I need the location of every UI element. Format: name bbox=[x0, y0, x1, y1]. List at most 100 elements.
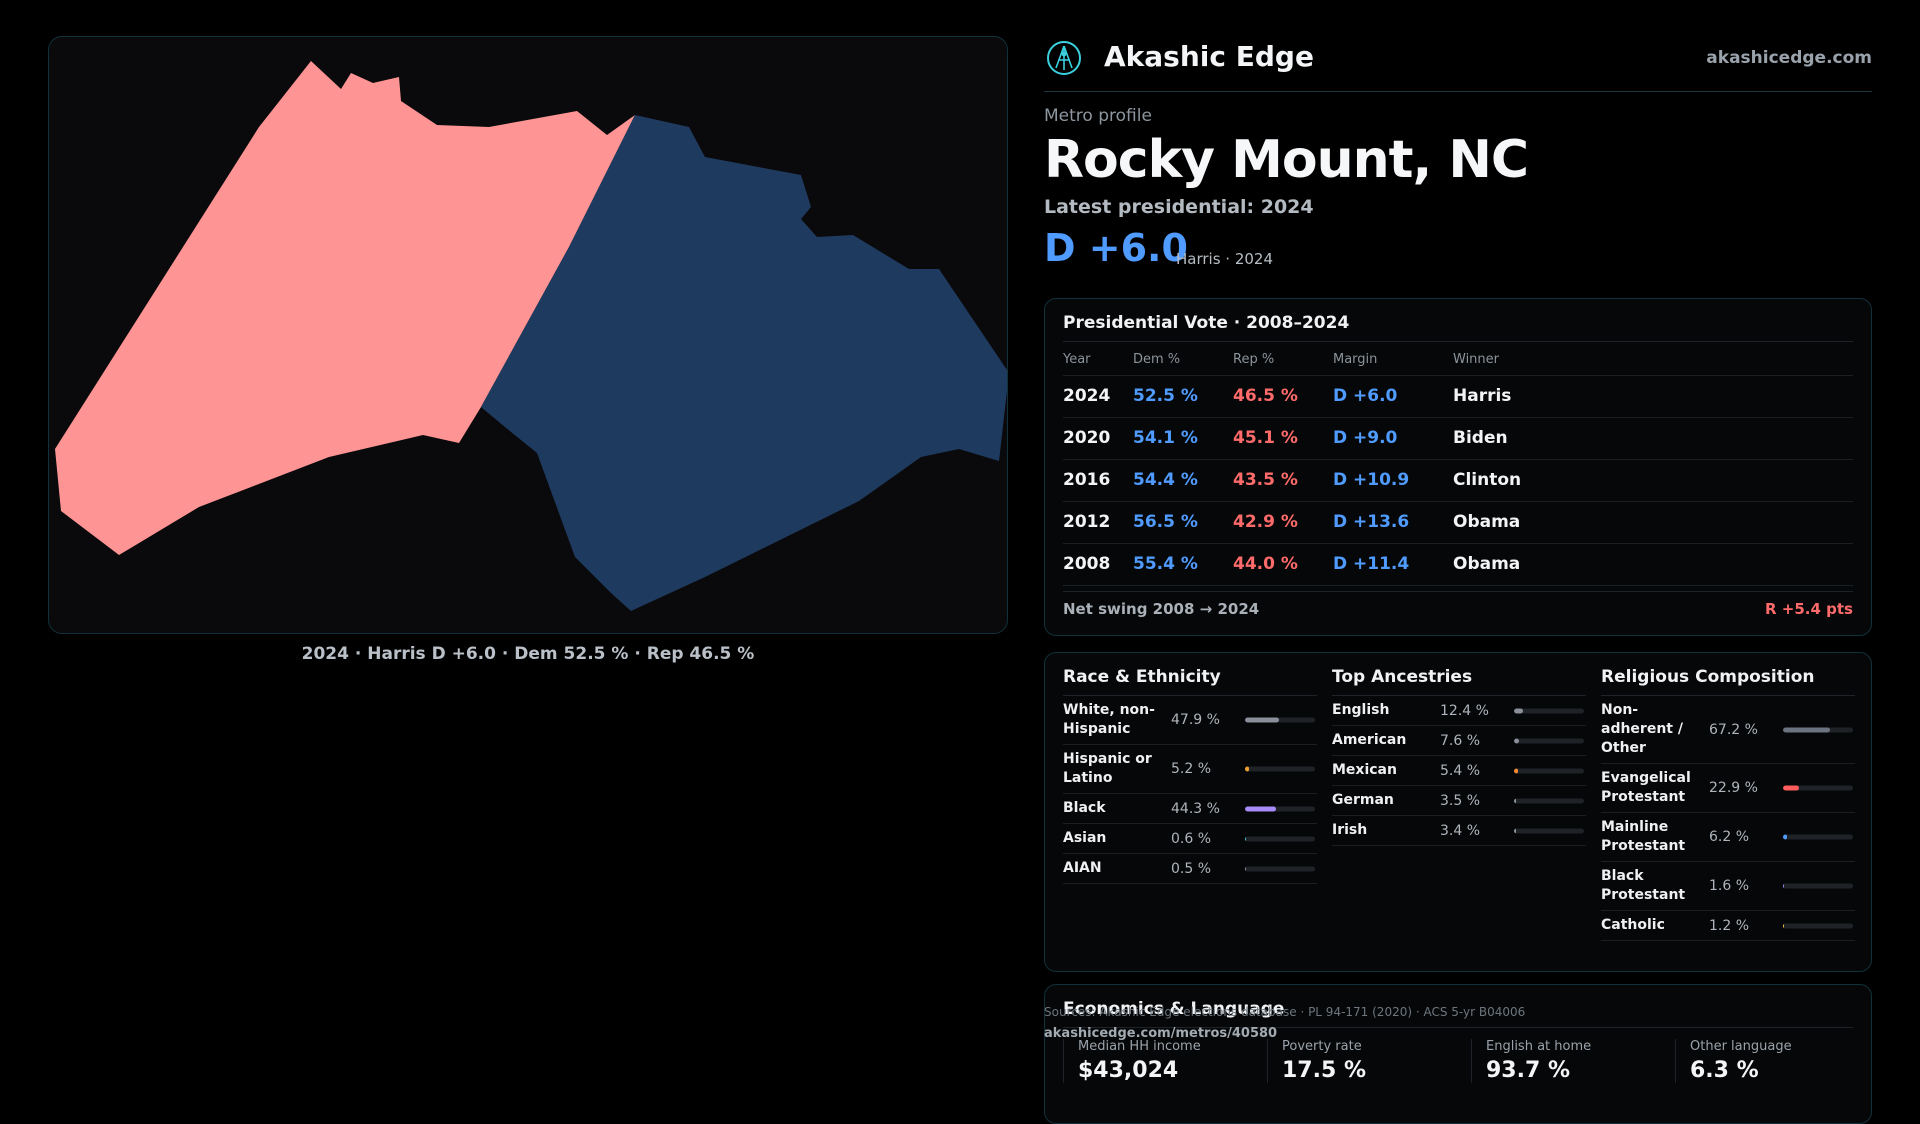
row-percent: 3.5 % bbox=[1440, 792, 1481, 809]
winner-cell: Harris bbox=[1453, 375, 1853, 418]
share-bar bbox=[1783, 883, 1853, 889]
year-cell: 2024 bbox=[1063, 375, 1133, 418]
ancestry-row: American 7.6 % bbox=[1332, 726, 1586, 756]
share-bar bbox=[1245, 866, 1315, 871]
vote-card-title: Presidential Vote · 2008–2024 bbox=[1063, 313, 1853, 342]
column-header: Year bbox=[1063, 344, 1133, 376]
row-label: Mexican bbox=[1332, 762, 1397, 778]
net-swing: Net swing 2008 → 2024 R +5.4 pts bbox=[1063, 591, 1853, 621]
vote-table: Year Dem % Rep % Margin Winner 2024 52.5… bbox=[1063, 344, 1853, 586]
year-cell: 2008 bbox=[1063, 543, 1133, 586]
county-region-rep[interactable] bbox=[55, 61, 635, 555]
presidential-vote-card: Presidential Vote · 2008–2024 Year Dem %… bbox=[1044, 298, 1872, 636]
row-percent: 1.6 % bbox=[1709, 878, 1750, 894]
share-bar-fill bbox=[1514, 828, 1517, 833]
share-bar bbox=[1514, 828, 1584, 833]
table-row: 2016 54.4 % 43.5 % D +10.9 Clinton bbox=[1063, 459, 1853, 502]
row-percent: 7.6 % bbox=[1440, 732, 1481, 749]
religion-rows: Non-adherent / Other 67.2 % Evangelical Pr… bbox=[1601, 696, 1855, 941]
econ-title: Economics & Language bbox=[1063, 999, 1853, 1028]
brand-header: Akashic Edge akashicedge.com bbox=[1044, 36, 1872, 92]
metro-map-svg bbox=[55, 61, 1008, 611]
econ-stat-value: $43,024 bbox=[1078, 1058, 1179, 1083]
row-label: Non-adherent / Other bbox=[1601, 702, 1683, 756]
winner-cell: Biden bbox=[1453, 417, 1853, 460]
econ-stat-value: 6.3 % bbox=[1690, 1058, 1759, 1083]
religion-row: Catholic 1.2 % bbox=[1601, 911, 1855, 941]
share-bar bbox=[1514, 738, 1584, 743]
share-bar-fill bbox=[1514, 768, 1518, 773]
sources-note: Sources: Akashic Edge elections database… bbox=[1044, 1005, 1526, 1019]
row-percent: 0.6 % bbox=[1171, 830, 1212, 847]
metro-map[interactable] bbox=[48, 36, 1008, 634]
map-caption: 2024 · Harris D +6.0 · Dem 52.5 % · Rep … bbox=[301, 644, 755, 664]
econ-stat: Poverty rate 17.5 % bbox=[1267, 1039, 1457, 1083]
dem-cell: 54.4 % bbox=[1133, 459, 1233, 502]
margin-cell: D +10.9 bbox=[1333, 459, 1453, 502]
ancestry-row: Mexican 5.4 % bbox=[1332, 756, 1586, 786]
year-cell: 2016 bbox=[1063, 459, 1133, 502]
source-url-link[interactable]: akashicedge.com/metros/40580 bbox=[1044, 1026, 1278, 1041]
dem-cell: 52.5 % bbox=[1133, 375, 1233, 418]
share-bar-fill bbox=[1783, 834, 1788, 840]
row-percent: 67.2 % bbox=[1709, 721, 1758, 738]
column-header: Margin bbox=[1333, 344, 1453, 376]
vote-table-header: Year Dem % Rep % Margin Winner bbox=[1063, 344, 1853, 376]
row-label: Evangelical Protestant bbox=[1601, 770, 1691, 805]
row-percent: 5.4 % bbox=[1440, 762, 1481, 779]
rep-cell: 43.5 % bbox=[1233, 459, 1333, 502]
profile-panel: Akashic Edge akashicedge.com Metro profi… bbox=[1044, 36, 1872, 1124]
share-bar bbox=[1783, 923, 1853, 928]
row-percent: 12.4 % bbox=[1440, 702, 1489, 719]
share-bar-fill bbox=[1783, 727, 1831, 732]
share-bar-fill bbox=[1245, 766, 1249, 772]
econ-stat-label: Other language bbox=[1690, 1039, 1792, 1054]
share-bar-fill bbox=[1514, 738, 1520, 743]
column-header: Rep % bbox=[1233, 344, 1333, 376]
row-label: Mainline Protestant bbox=[1601, 819, 1686, 854]
religion-row: Evangelical Protestant 22.9 % bbox=[1601, 764, 1855, 813]
latest-margin-sub: Harris · 2024 bbox=[1176, 250, 1274, 268]
rep-cell: 46.5 % bbox=[1233, 375, 1333, 418]
row-percent: 3.4 % bbox=[1440, 822, 1481, 839]
column-header: Dem % bbox=[1133, 344, 1233, 376]
site-link[interactable]: akashicedge.com bbox=[1706, 48, 1872, 68]
econ-stat-label: Poverty rate bbox=[1282, 1039, 1362, 1054]
row-label: Irish bbox=[1332, 822, 1368, 838]
latest-margin-value: D +6.0 bbox=[1044, 226, 1188, 270]
row-label: Asian bbox=[1063, 830, 1107, 846]
latest-margin: D +6.0 Harris · 2024 bbox=[1044, 226, 1872, 270]
religion-title: Religious Composition bbox=[1601, 667, 1855, 696]
share-bar bbox=[1514, 708, 1584, 713]
row-label: Hispanic or Latino bbox=[1063, 751, 1152, 786]
rep-cell: 42.9 % bbox=[1233, 501, 1333, 544]
share-bar bbox=[1783, 834, 1853, 840]
race-row: AIAN 0.5 % bbox=[1063, 854, 1317, 884]
race-title: Race & Ethnicity bbox=[1063, 667, 1317, 696]
race-row: White, non-Hispanic 47.9 % bbox=[1063, 696, 1317, 745]
race-row: Black 44.3 % bbox=[1063, 794, 1317, 824]
winner-cell: Clinton bbox=[1453, 459, 1853, 502]
ancestry-row: German 3.5 % bbox=[1332, 786, 1586, 816]
akashic-logo-icon[interactable] bbox=[1046, 40, 1082, 76]
dem-cell: 55.4 % bbox=[1133, 543, 1233, 586]
ancestry-title: Top Ancestries bbox=[1332, 667, 1586, 696]
demographics-card: Race & Ethnicity White, non-Hispanic 47.9… bbox=[1044, 652, 1872, 972]
county-region-dem[interactable] bbox=[481, 115, 1008, 611]
year-cell: 2020 bbox=[1063, 417, 1133, 460]
share-bar-fill bbox=[1514, 708, 1523, 713]
religion-row: Mainline Protestant 6.2 % bbox=[1601, 813, 1855, 862]
brand-name[interactable]: Akashic Edge bbox=[1104, 40, 1314, 73]
table-row: 2012 56.5 % 42.9 % D +13.6 Obama bbox=[1063, 501, 1853, 544]
row-percent: 6.2 % bbox=[1709, 829, 1750, 845]
share-bar bbox=[1245, 766, 1315, 772]
row-label: Black bbox=[1063, 800, 1106, 816]
econ-stat-value: 93.7 % bbox=[1486, 1058, 1570, 1083]
winner-cell: Obama bbox=[1453, 543, 1853, 586]
share-bar-fill bbox=[1514, 798, 1517, 803]
race-row: Asian 0.6 % bbox=[1063, 824, 1317, 854]
rep-cell: 45.1 % bbox=[1233, 417, 1333, 460]
row-label: American bbox=[1332, 732, 1407, 748]
rep-cell: 44.0 % bbox=[1233, 543, 1333, 586]
ancestry-row: Irish 3.4 % bbox=[1332, 816, 1586, 846]
